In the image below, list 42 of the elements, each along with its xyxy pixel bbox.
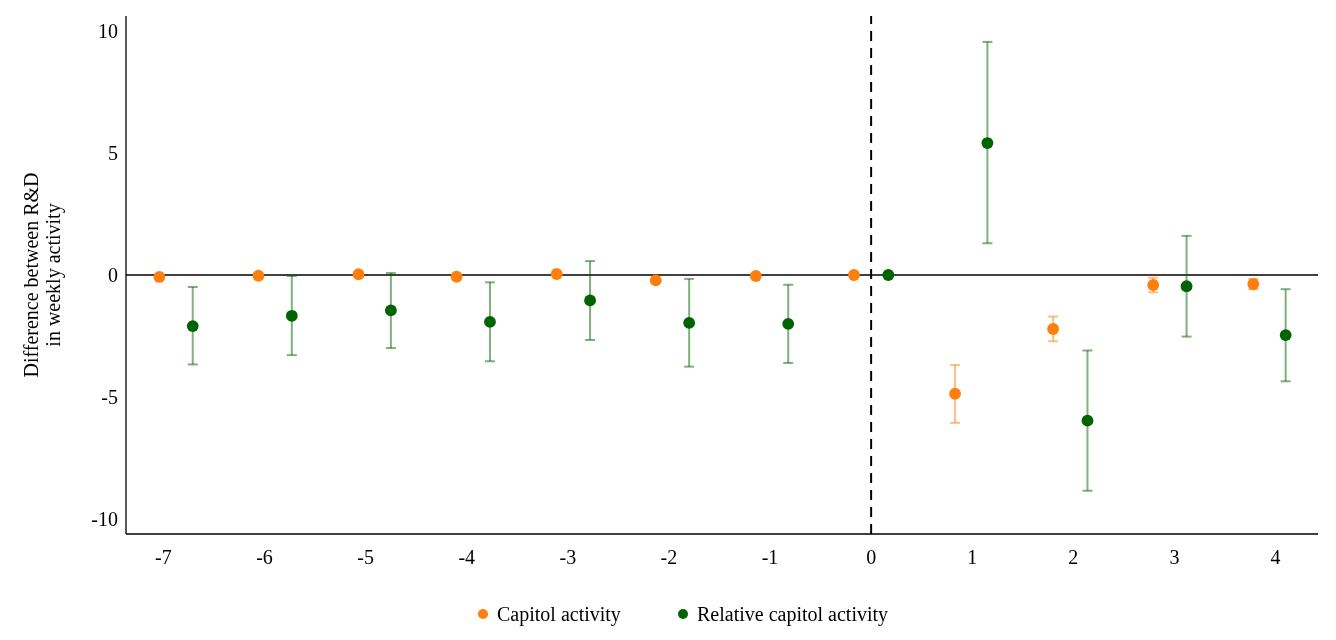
point [1180, 280, 1193, 293]
point [584, 294, 596, 307]
x-tick-label: -7 [155, 546, 172, 568]
point [949, 387, 961, 400]
point [749, 270, 762, 282]
point [252, 269, 265, 282]
legend-label: Capitol activity [497, 603, 621, 626]
point [782, 317, 795, 330]
x-tick-label: 0 [866, 546, 877, 568]
point [1081, 414, 1094, 427]
x-tick-label: -3 [559, 546, 577, 568]
y-tick-label: 5 [108, 141, 118, 164]
x-tick-label: 2 [1068, 546, 1079, 568]
x-tick-label: -1 [761, 546, 779, 568]
point [285, 309, 298, 322]
point [649, 274, 662, 287]
y-tick-label: 0 [108, 264, 118, 286]
y-tick-label: 10 [98, 19, 118, 42]
point [153, 271, 166, 283]
legend-label: Relative capitol activity [697, 603, 889, 626]
y-tick-label: -5 [101, 386, 118, 409]
x-tick-label: -5 [357, 546, 374, 568]
x-tick-label: -4 [458, 546, 476, 568]
point [550, 268, 563, 280]
point [683, 316, 696, 329]
point [186, 320, 199, 332]
x-tick-label: -6 [256, 546, 273, 568]
point [1047, 323, 1060, 335]
x-tick-label: -2 [660, 546, 678, 568]
point [484, 316, 496, 328]
point [1279, 329, 1292, 342]
y-axis-title: Difference between R&D in weekly activity [20, 172, 65, 378]
point [450, 270, 463, 283]
point [352, 268, 365, 281]
x-tick-label: 1 [967, 546, 978, 568]
point [981, 137, 994, 149]
point [848, 269, 860, 281]
x-tick-label: 3 [1169, 546, 1180, 568]
x-tick-label: 4 [1270, 546, 1281, 568]
y-tick-label: -10 [91, 508, 118, 531]
point [882, 269, 895, 281]
point [384, 304, 397, 317]
